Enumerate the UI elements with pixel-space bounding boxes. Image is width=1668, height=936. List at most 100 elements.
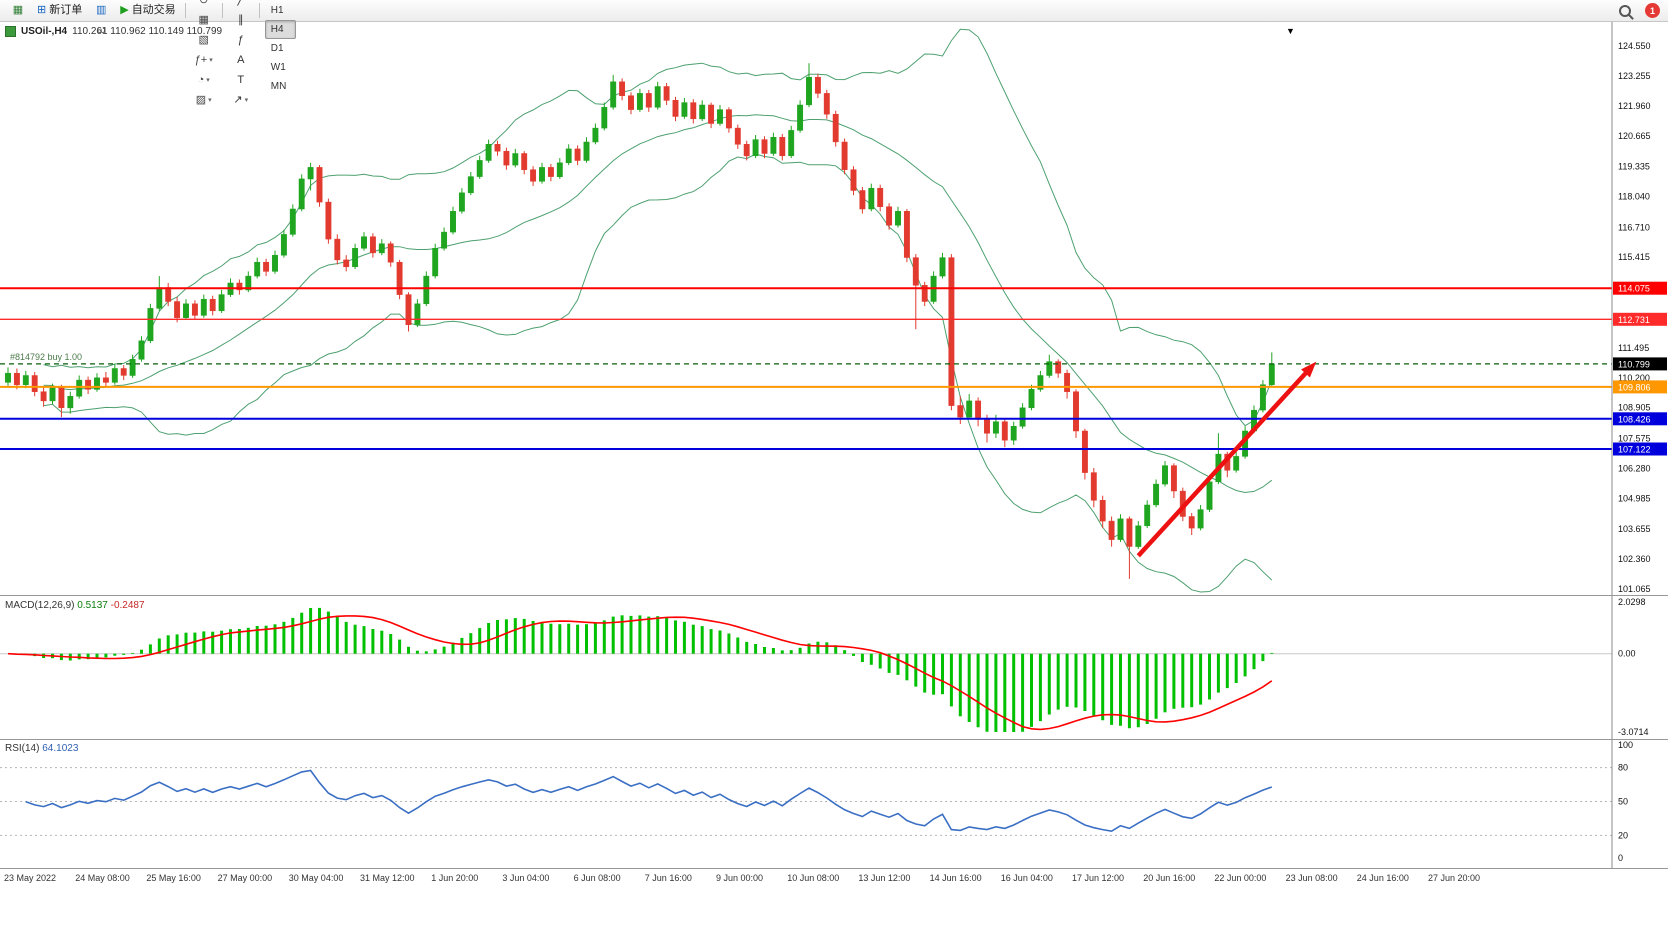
candle-body [690, 102, 697, 120]
bollinger-upper-band [43, 28, 1273, 427]
dropdown-arrow-icon: ▾ [208, 97, 212, 104]
toolbar-separator [258, 3, 260, 18]
auto-trading-button[interactable]: ▶ 自动交易 [116, 1, 179, 21]
rsi-scale-label: 20 [1618, 830, 1628, 840]
time-label: 30 May 04:00 [288, 873, 344, 883]
trendline-icon: ╱ [237, 0, 245, 6]
candle-body [788, 130, 795, 157]
periods-button[interactable]: ◔ ▾ [191, 71, 217, 91]
time-label: 27 May 00:00 [217, 873, 273, 883]
candle-body [1010, 426, 1017, 441]
candle-body [823, 93, 830, 115]
candle-body [770, 137, 777, 154]
pane-separator[interactable] [0, 739, 1668, 740]
timeframe-h1-button[interactable]: H1 [270, 5, 284, 16]
timeframe-mn-button[interactable]: MN [270, 81, 287, 92]
candle-body [761, 139, 768, 154]
notifications-badge[interactable]: 1 [1645, 3, 1660, 18]
candle-body [966, 400, 973, 418]
candle-body [76, 379, 83, 397]
cascade-windows-button[interactable]: ▧ [191, 31, 217, 51]
text-button[interactable]: A [228, 51, 254, 71]
new-chart-button[interactable]: ▦ [5, 1, 31, 21]
templates-button[interactable]: ▨ ▾ [191, 91, 217, 111]
indicators-icon: ƒ+ [194, 54, 208, 66]
price-tick-label: 121.960 [1618, 101, 1651, 111]
timeframe-w1-button[interactable]: W1 [270, 62, 286, 73]
price-tick-label: 116.710 [1618, 222, 1650, 232]
chart-shift-marker[interactable]: ▼ [1286, 26, 1295, 36]
price-chart-pane[interactable]: #814792 buy 1.00 ▼ 124.550 123.255 121.960 12… [0, 22, 1668, 595]
candle-body [254, 261, 261, 277]
candle-body [1028, 389, 1035, 409]
candle-body [708, 104, 715, 124]
macd-main-value: 0.5137 [77, 600, 108, 611]
candle-body [13, 372, 20, 386]
candle-body [521, 153, 528, 170]
candle-body [494, 144, 501, 152]
candle-body [423, 275, 430, 305]
time-axis[interactable]: 23 May 2022 24 May 08:00 25 May 16:00 27 Ma… [0, 869, 1668, 891]
price-tick-label: 103.655 [1618, 524, 1651, 534]
candle-body [183, 303, 189, 318]
candle-body [1064, 372, 1071, 392]
macd-scale-label: 2.0298 [1618, 597, 1646, 607]
candle-body [565, 148, 572, 164]
label-button[interactable]: T [228, 71, 254, 91]
candle-body [547, 167, 554, 177]
candle-body [378, 243, 385, 254]
candle-body [156, 287, 163, 309]
price-badge [1613, 312, 1667, 326]
rsi-indicator-pane[interactable]: 100 80 50 20 0 [0, 740, 1668, 868]
price-badge [1613, 412, 1667, 426]
tile-windows-button[interactable]: ▦ [191, 11, 217, 31]
candle-body [1259, 384, 1266, 411]
time-label: 7 Jun 16:00 [644, 873, 692, 883]
price-badge-label: 110.799 [1618, 359, 1650, 369]
macd-signal-value: -0.2487 [110, 600, 145, 611]
candle-body [307, 167, 314, 180]
candle-body [1055, 361, 1062, 374]
new-order-button[interactable]: ⊞ 新订单 [33, 1, 86, 21]
candle-body [450, 211, 456, 233]
candle-body [1019, 407, 1026, 427]
indicators-button[interactable]: ƒ+ ▾ [191, 51, 217, 71]
pane-separator[interactable] [0, 868, 1668, 869]
trend-arrow[interactable] [1136, 367, 1312, 558]
candle-body [636, 93, 643, 110]
macd-indicator-pane[interactable]: 2.0298 0.00 -3.0714 [0, 596, 1668, 739]
timeframe-d1-button[interactable]: D1 [270, 43, 284, 54]
candle-body [369, 236, 376, 254]
candle-body [325, 201, 332, 240]
price-tick-label: 108.905 [1618, 403, 1651, 413]
candle-body [734, 127, 741, 145]
candle-body [530, 169, 537, 182]
channel-button[interactable]: ∥ [228, 11, 254, 31]
candle-body [841, 141, 848, 170]
community-button[interactable]: ω [88, 21, 114, 41]
search-button[interactable] [1612, 1, 1638, 21]
candle-body [539, 167, 545, 182]
price-badge-label: 107.122 [1618, 445, 1651, 455]
market-watch-button[interactable]: ▥ [88, 1, 114, 21]
fibonacci-button[interactable]: ƒ [228, 31, 254, 51]
periods-icon: ◔ [197, 74, 205, 86]
candle-body [903, 211, 910, 258]
candle-body [1126, 518, 1133, 547]
time-label: 22 Jun 00:00 [1214, 873, 1267, 883]
trendline-button[interactable]: ╱ [228, 0, 254, 11]
time-label: 3 Jun 04:00 [502, 873, 550, 883]
fibonacci-icon: ƒ [237, 34, 244, 46]
candle-body [717, 109, 723, 124]
candle-body [476, 160, 483, 177]
price-tick-label: 115.415 [1618, 252, 1650, 262]
pane-separator[interactable] [0, 595, 1668, 596]
candle-body [414, 303, 421, 325]
zoom-out-button[interactable]: ⊖ [191, 0, 217, 11]
rsi-scale-label: 100 [1618, 740, 1633, 750]
candle-body [610, 81, 617, 108]
shapes-button[interactable]: ↗ ▾ [228, 91, 254, 111]
label-icon: T [237, 74, 245, 86]
timeframe-h4-button[interactable]: H4 [264, 20, 297, 39]
candle-body [120, 368, 127, 376]
